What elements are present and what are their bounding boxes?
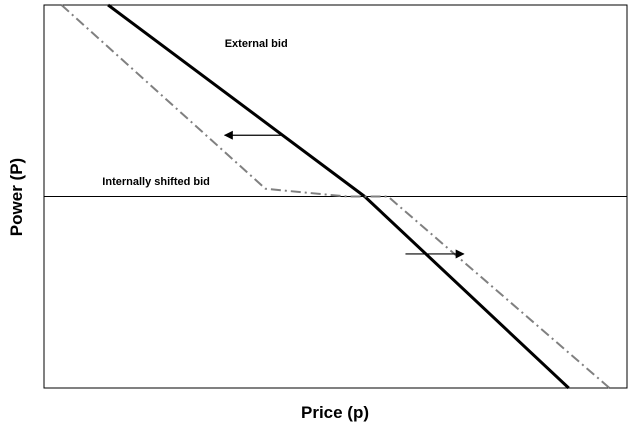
x-axis-title: Price (p) — [301, 403, 369, 422]
y-axis-title: Power (P) — [7, 158, 26, 236]
annotation-2: Internally shifted bid — [102, 176, 210, 188]
series-line-2 — [60, 4, 611, 389]
marks-layer: External bid Internally shifted bid — [44, 3, 627, 390]
annotation-1: External bid — [225, 38, 288, 50]
